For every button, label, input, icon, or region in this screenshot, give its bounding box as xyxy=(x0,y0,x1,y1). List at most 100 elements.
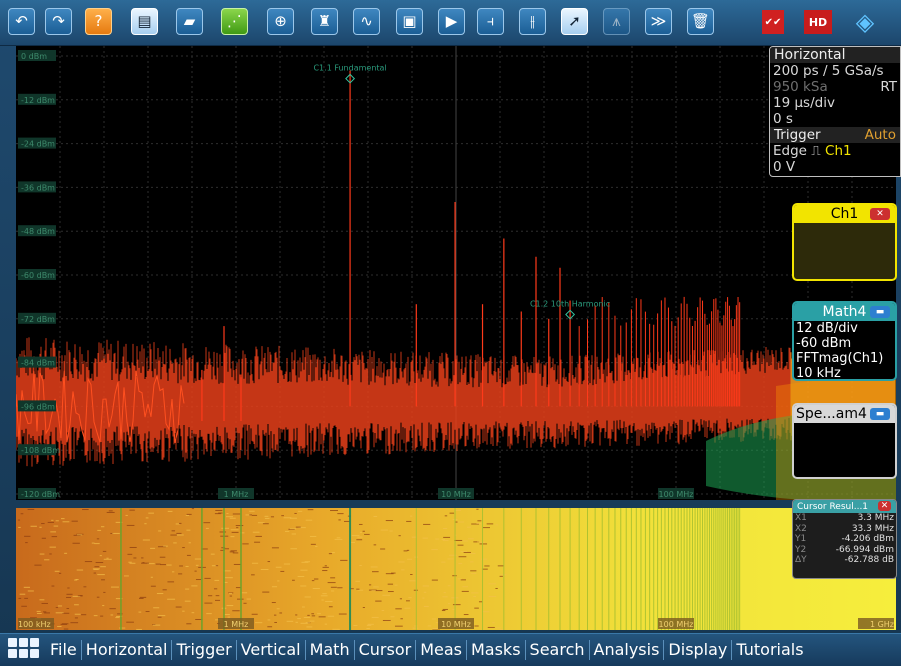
cursor-results-panel[interactable]: Cursor Resul...1 ✕ X1 3.3 MHz X2 33.3 MHz Y1… xyxy=(792,499,897,579)
menu-bar: File Horizontal Trigger Vertical Math Cursor M… xyxy=(0,633,901,666)
cursor-results-title: Cursor Resul...1 xyxy=(797,501,869,512)
channel-1-title: Ch1 xyxy=(830,206,859,222)
hd-mode-icon[interactable]: HD xyxy=(804,10,832,34)
cursor-result-value: 33.3 MHz xyxy=(851,523,894,534)
channel-1-panel[interactable]: Ch1 ✕ xyxy=(792,203,897,281)
menu-display[interactable]: Display xyxy=(664,640,733,660)
horizontal-position: 0 s xyxy=(773,111,793,127)
spectrum-icon: ⩚ xyxy=(612,12,621,30)
y-tick-bg xyxy=(18,488,56,499)
math4-reference: -60 dBm xyxy=(796,336,852,351)
fft-button[interactable]: ∿ xyxy=(353,8,380,35)
waterfall-tick-label: 1 MHz xyxy=(224,620,249,629)
close-icon[interactable]: ✕ xyxy=(870,208,890,220)
delete-icon: 🗑 xyxy=(690,12,711,30)
acquisition-mode: RT xyxy=(880,79,897,95)
y-tick-label: -120 dBm xyxy=(21,490,60,499)
record-length: 950 kSa xyxy=(773,79,828,95)
waterfall-tick-label: 100 MHz xyxy=(659,620,694,629)
y-tick-bg xyxy=(18,269,56,280)
trigger-level: 0 V xyxy=(773,159,796,175)
cursor-marker-1 xyxy=(345,73,356,84)
menu-search[interactable]: Search xyxy=(526,640,590,660)
autoset-button[interactable]: ⋰ xyxy=(221,8,248,35)
marker-button[interactable]: ⫞ xyxy=(477,8,504,35)
y-tick-label: 0 dBm xyxy=(21,52,47,61)
menu-analysis[interactable]: Analysis xyxy=(590,640,665,660)
search-binoculars-button[interactable]: ♜ xyxy=(311,8,338,35)
x-tick-bg xyxy=(218,488,254,499)
x-tick-label: 10 MHz xyxy=(441,490,471,499)
pointer-button[interactable]: ➚ xyxy=(561,8,588,35)
apps-grid-icon[interactable] xyxy=(8,638,42,662)
cursor-result-row: X1 3.3 MHz xyxy=(793,513,896,524)
menu-file[interactable]: File xyxy=(46,640,82,660)
trigger-mode: Auto xyxy=(864,127,896,143)
help-icon: ? xyxy=(94,12,103,30)
menu-tutorials[interactable]: Tutorials xyxy=(736,640,804,659)
waterfall-tick-bg xyxy=(18,618,54,629)
y-tick-label: -36 dBm xyxy=(21,183,55,192)
waterfall-tick-label: 10 MHz xyxy=(441,620,471,629)
spectrum-button[interactable]: ⩚ xyxy=(603,8,630,35)
y-tick-bg xyxy=(18,312,56,324)
waterfall-tick-bg xyxy=(858,618,894,629)
time-per-div: 19 µs/div xyxy=(773,95,835,111)
minimize-icon[interactable]: ▬ xyxy=(870,408,890,420)
toolbar-menu-icon: ▤ xyxy=(137,12,152,30)
waterfall-background xyxy=(16,508,896,630)
cursor-result-value: -4.206 dBm xyxy=(841,534,894,544)
cursor-measure-button[interactable]: ⫲ xyxy=(519,8,546,35)
horizontal-panel[interactable]: Horizontal 200 ps / 5 GSa/s 950 kSa RT 1… xyxy=(769,46,901,177)
menu-horizontal[interactable]: Horizontal xyxy=(82,640,173,660)
spectrum-display[interactable]: C1.1 Fundamental C1.2 10th Harmonic 0 dBm -… xyxy=(16,46,896,500)
spectrogram-waterfall[interactable]: 100 kHz 1 MHz 10 MHz 100 MHz 1 GHz xyxy=(16,508,896,630)
cursor-result-row: Y2 -66.994 dBm xyxy=(793,545,896,556)
help-button[interactable]: ? xyxy=(85,8,112,35)
menu-masks[interactable]: Masks xyxy=(467,640,526,660)
y-tick-label: -24 dBm xyxy=(21,140,55,149)
trigger-title: Trigger xyxy=(774,127,821,143)
play-button[interactable]: ▶ xyxy=(438,8,465,35)
cursor-result-key: ΔY xyxy=(795,555,807,565)
cursor-result-value: 3.3 MHz xyxy=(857,513,894,523)
y-tick-bg xyxy=(18,444,56,456)
menu-vertical[interactable]: Vertical xyxy=(237,640,306,660)
spectrum-trace xyxy=(16,370,185,443)
menu-trigger[interactable]: Trigger xyxy=(172,640,237,660)
menu-meas[interactable]: Meas xyxy=(416,640,467,660)
autoset-icon: ⋰ xyxy=(227,12,242,30)
cursor-result-value: -62.788 dB xyxy=(844,555,895,565)
cursor-result-row: X2 33.3 MHz xyxy=(793,524,896,535)
undo-icon: ↶ xyxy=(15,12,28,30)
y-tick-bg xyxy=(18,50,56,61)
toolbar-menu-button[interactable]: ▤ xyxy=(131,8,158,35)
play-icon: ▶ xyxy=(445,12,458,30)
cursor-result-key: Y1 xyxy=(795,534,807,544)
zoom-button[interactable]: ⊕ xyxy=(267,8,294,35)
undo-button[interactable]: ↶ xyxy=(8,8,35,35)
signal-status-icon[interactable]: ✔✔ xyxy=(762,10,784,34)
cursor-result-key: X2 xyxy=(795,523,807,534)
close-icon[interactable]: ✕ xyxy=(878,501,891,511)
spectrogram-panel[interactable]: Spe...am4 ▬ xyxy=(792,403,897,479)
zoom-icon: ⊕ xyxy=(274,12,287,30)
redo-icon: ↷ xyxy=(52,12,65,30)
x-tick-label: 100 MHz xyxy=(659,490,694,499)
redo-button[interactable]: ↷ xyxy=(45,8,72,35)
menu-math[interactable]: Math xyxy=(306,640,355,660)
menu-cursor[interactable]: Cursor xyxy=(355,640,417,660)
brand-logo-icon[interactable]: ◈ xyxy=(855,8,875,36)
y-tick-label: -108 dBm xyxy=(21,446,60,455)
waterfall-noise xyxy=(17,508,507,630)
mask-button[interactable]: ▣ xyxy=(396,8,423,35)
spectrum-chart: C1.1 Fundamental C1.2 10th Harmonic 0 dBm -… xyxy=(16,46,896,500)
open-folder-button[interactable]: ▰ xyxy=(176,8,203,35)
cursor-result-row: ΔY -62.788 dB xyxy=(793,555,896,566)
cursor-results-header: Cursor Resul...1 ✕ xyxy=(793,500,896,513)
math4-panel[interactable]: Math4 ▬ 12 dB/div -60 dBm FFTmag(Ch1) 10… xyxy=(792,301,897,381)
minimize-icon[interactable]: ▬ xyxy=(870,306,890,318)
horizontal-title: Horizontal xyxy=(770,47,900,63)
delete-button[interactable]: 🗑 xyxy=(687,8,714,35)
forward-button[interactable]: ≫ xyxy=(645,8,672,35)
